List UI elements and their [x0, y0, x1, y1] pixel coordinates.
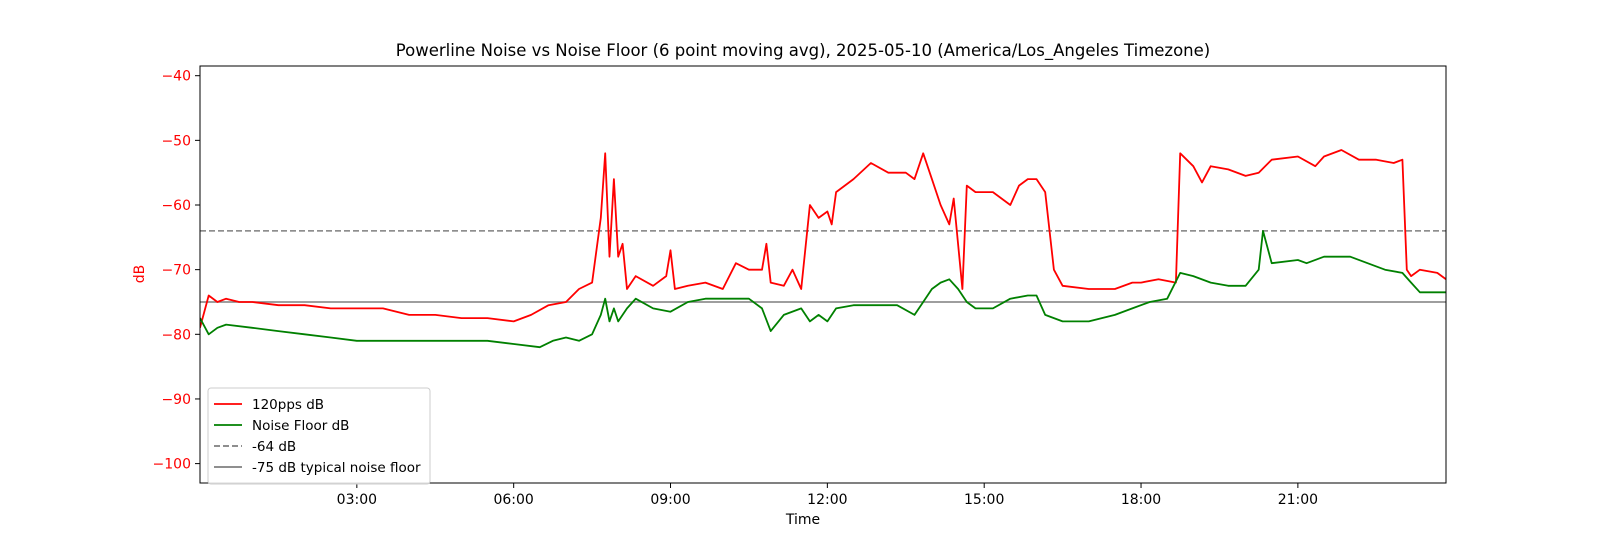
y-tick-label: −70 [161, 263, 191, 279]
series-group [200, 149, 1446, 349]
y-axis-label: dB [132, 265, 148, 284]
x-tick-label: 03:00 [337, 492, 377, 508]
y-tick-label: −80 [161, 327, 191, 343]
y-tick-label: −40 [161, 69, 191, 85]
plot-area: −40 −50 −60 −70 −80 −90 −100 03:00 06:00 09:00 12:… [153, 65, 1447, 508]
series-line-2 [200, 230, 1446, 349]
x-axis-label: Time [785, 512, 820, 528]
y-tick-label: −100 [153, 457, 191, 473]
series-line-1 [200, 149, 1446, 329]
x-tick-label: 18:00 [1121, 492, 1161, 508]
x-tick-label: 21:00 [1278, 492, 1318, 508]
legend-label: 120pps dB [252, 397, 324, 413]
x-tick-label: 12:00 [807, 492, 847, 508]
chart-title: Powerline Noise vs Noise Floor (6 point … [396, 41, 1210, 61]
x-tick-label: 15:00 [964, 492, 1004, 508]
legend-box [207, 387, 431, 485]
y-tick-label: −50 [161, 133, 191, 149]
legend-label: Noise Floor dB [252, 418, 349, 434]
legend: 120pps dB Noise Floor dB -64 dB -75 dB typi… [207, 387, 431, 485]
axes-frame [199, 65, 1447, 484]
y-tick-label: −90 [161, 392, 191, 408]
y-tick-label: −60 [161, 198, 191, 214]
x-tick-label: 09:00 [650, 492, 690, 508]
legend-label: -75 dB typical noise floor [252, 460, 421, 476]
legend-label: -64 dB [252, 439, 296, 455]
x-tick-label: 06:00 [493, 492, 533, 508]
